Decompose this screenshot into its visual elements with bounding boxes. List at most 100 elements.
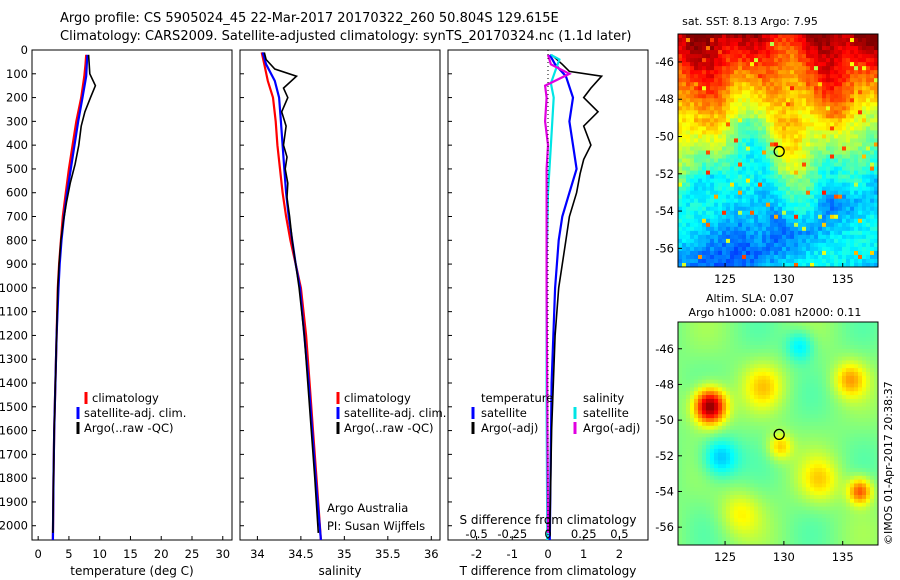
map-cell [706,174,711,180]
map-cell [718,42,723,47]
map-cell [714,146,719,151]
map-cell [842,325,847,331]
map-cell [738,379,743,384]
map-cell [774,402,779,407]
map-cell [706,238,711,244]
map-cell [838,186,843,192]
map-cell [806,66,811,71]
map-cell [722,452,727,457]
map-cell [770,375,775,381]
map-cell [846,86,851,91]
map-cell [686,214,691,220]
map-cell [730,352,735,357]
map-cell [706,402,711,407]
map-cell [726,154,731,159]
map-cell [794,406,799,411]
map-cell [826,194,831,200]
map-cell [678,341,683,346]
map-cell [758,441,763,446]
map-cell [682,166,687,171]
sla-map-title-line1: Altim. SLA: 0.07 [706,292,794,305]
map-cell [838,322,843,327]
map-cell [870,329,875,334]
map-cell [702,126,707,131]
map-cell [762,441,767,446]
map-cell [854,210,859,216]
map-cell [830,429,835,434]
map-cell [722,74,727,79]
map-cell [822,360,827,365]
map-cell [702,50,707,55]
map-cell [750,82,755,87]
map-cell [750,421,755,427]
map-cell [854,368,859,373]
map-cell [762,345,767,350]
map-cell [698,433,703,438]
x-tick-label: 2 [616,547,623,561]
map-cell [862,102,867,107]
map-cell [714,425,719,431]
map-cell [870,122,875,127]
map-cell [854,402,859,407]
map-cell [774,178,779,184]
map-cell [734,150,739,155]
map-cell [774,50,779,55]
map-cell [810,74,815,79]
map-cell [826,391,831,396]
map-cell [810,433,815,438]
map-cell [830,395,835,400]
map-cell [802,98,807,103]
map-cell [854,94,859,99]
map-cell [826,345,831,350]
map-cell [842,114,847,119]
map-cell [754,94,759,99]
map-cell [694,406,699,411]
map-cell [814,222,819,228]
map-cell [710,158,715,163]
map-cell [858,170,863,176]
map-cell [810,425,815,431]
map-cell [810,66,815,71]
map-cell [746,82,751,87]
map-cell [806,445,811,450]
map-cell [822,174,827,180]
map-cell [794,258,799,264]
map-cell [762,174,767,180]
map-cell [814,46,819,51]
map-cell [690,429,695,434]
map-cell [746,182,751,188]
map-cell [786,202,791,208]
map-cell [742,34,747,39]
map-cell [786,90,791,95]
map-cell [770,170,775,176]
map-cell [834,425,839,431]
map-cell [686,174,691,180]
map-cell [762,78,767,83]
map-cell [734,246,739,252]
map-cell [750,90,755,95]
map-cell [866,114,871,119]
map-cell [814,337,819,342]
map-cell [838,379,843,384]
map-cell [778,375,783,381]
map-cell [714,333,719,338]
map-cell [782,258,787,264]
map-cell [710,356,715,361]
map-cell [750,86,755,91]
map-cell [866,402,871,407]
map-cell [742,198,747,204]
map-cell [822,190,827,196]
map-cell [778,146,783,151]
map-cell [862,437,867,442]
map-cell [746,356,751,361]
map-cell [726,230,731,236]
map-cell [738,126,743,131]
map-cell [822,410,827,415]
map-cell [746,54,751,59]
map-cell [854,226,859,232]
map-cell [850,242,855,248]
map-cell [710,138,715,143]
map-cell [838,356,843,361]
map-cell [810,106,815,111]
map-cell [694,50,699,55]
